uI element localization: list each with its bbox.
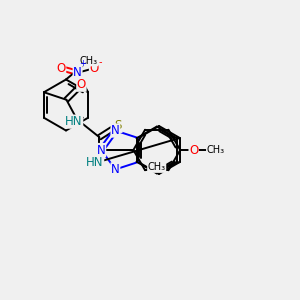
- Text: CH₃: CH₃: [148, 162, 166, 172]
- Text: N: N: [111, 124, 120, 137]
- Text: +: +: [80, 58, 86, 68]
- Text: O: O: [56, 62, 66, 75]
- Text: N: N: [73, 66, 82, 79]
- Text: HN: HN: [65, 115, 83, 128]
- Text: CH₃: CH₃: [80, 56, 98, 66]
- Text: O: O: [77, 78, 86, 91]
- Text: S: S: [115, 119, 122, 132]
- Text: -: -: [99, 57, 102, 67]
- Text: O: O: [189, 143, 198, 157]
- Text: N: N: [111, 163, 120, 176]
- Text: O: O: [89, 62, 99, 75]
- Text: CH₃: CH₃: [206, 145, 225, 155]
- Text: N: N: [97, 143, 106, 157]
- Text: HN: HN: [86, 156, 104, 169]
